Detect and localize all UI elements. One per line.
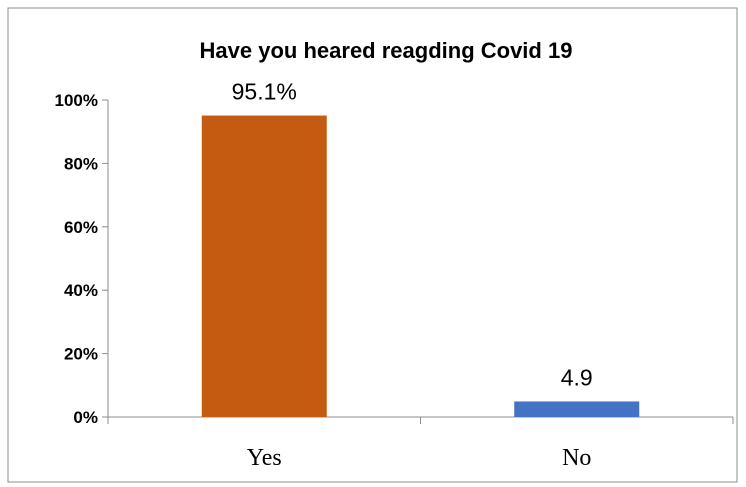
x-tick-label-yes: Yes xyxy=(247,445,282,471)
y-tick-label: 0% xyxy=(73,408,98,427)
bar-no xyxy=(514,401,640,417)
y-tick-label: 40% xyxy=(64,281,98,300)
y-tick-label: 80% xyxy=(64,154,98,173)
plot-area: 0% 20% 40% 60% 80% 100% 95.1% Yes 4.9 No xyxy=(55,79,734,471)
y-tick-label: 20% xyxy=(64,345,98,364)
data-label-yes: 95.1% xyxy=(232,79,297,105)
chart-title: Have you heared reagding Covid 19 xyxy=(200,38,573,63)
x-tick-label-no: No xyxy=(562,445,591,471)
data-label-no: 4.9 xyxy=(561,364,593,390)
y-tick-label: 100% xyxy=(55,91,98,110)
y-tick-label: 60% xyxy=(64,218,98,237)
bar-yes xyxy=(201,115,327,418)
